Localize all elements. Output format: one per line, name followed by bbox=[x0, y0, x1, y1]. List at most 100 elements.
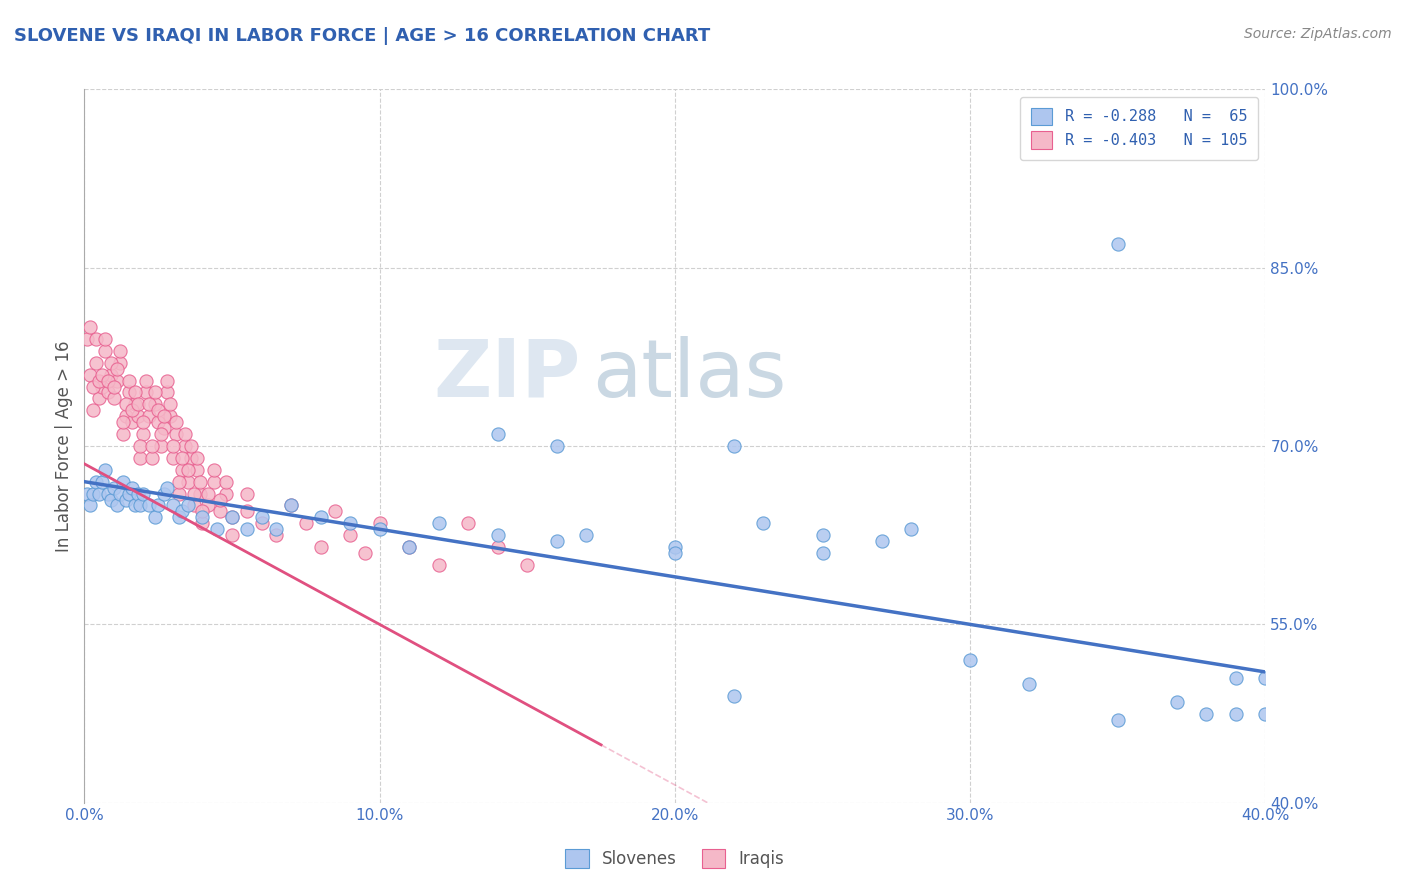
Point bbox=[87, 486, 111, 500]
Point bbox=[84, 332, 107, 346]
Point bbox=[148, 415, 170, 429]
Point bbox=[280, 499, 302, 513]
Point bbox=[114, 409, 136, 424]
Point bbox=[91, 368, 114, 382]
Point bbox=[165, 427, 187, 442]
Point bbox=[76, 486, 98, 500]
Point bbox=[205, 522, 228, 536]
Point bbox=[111, 415, 134, 429]
Point bbox=[156, 481, 179, 495]
Point bbox=[94, 332, 117, 346]
Point bbox=[191, 510, 214, 524]
Point bbox=[811, 546, 834, 560]
Point bbox=[486, 528, 509, 542]
Point bbox=[250, 516, 273, 531]
Point bbox=[723, 689, 745, 703]
Point bbox=[516, 558, 538, 572]
Point bbox=[132, 415, 155, 429]
Point bbox=[427, 558, 450, 572]
Point bbox=[143, 397, 166, 411]
Point bbox=[111, 427, 134, 442]
Point bbox=[235, 522, 259, 536]
Point bbox=[97, 385, 120, 400]
Point bbox=[323, 504, 347, 518]
Point bbox=[87, 374, 111, 388]
Point bbox=[129, 450, 152, 465]
Point bbox=[153, 409, 176, 424]
Point bbox=[127, 486, 149, 500]
Point bbox=[339, 528, 361, 542]
Point bbox=[180, 450, 202, 465]
Point bbox=[114, 397, 136, 411]
Point bbox=[129, 439, 152, 453]
Point bbox=[97, 374, 120, 388]
Point bbox=[295, 516, 318, 531]
Point bbox=[108, 343, 131, 358]
Legend: Slovenes, Iraqis: Slovenes, Iraqis bbox=[554, 838, 796, 880]
Point bbox=[173, 427, 195, 442]
Point bbox=[159, 409, 181, 424]
Point bbox=[1018, 677, 1040, 691]
Point bbox=[235, 504, 259, 518]
Point bbox=[79, 368, 101, 382]
Point bbox=[1225, 671, 1247, 685]
Point bbox=[486, 540, 509, 554]
Point bbox=[132, 427, 155, 442]
Point bbox=[127, 409, 149, 424]
Point bbox=[100, 368, 122, 382]
Point bbox=[280, 499, 302, 513]
Point bbox=[165, 415, 187, 429]
Point bbox=[153, 486, 176, 500]
Point bbox=[457, 516, 479, 531]
Point bbox=[87, 392, 111, 406]
Point bbox=[162, 450, 184, 465]
Point bbox=[121, 415, 143, 429]
Point bbox=[167, 486, 190, 500]
Point bbox=[138, 499, 160, 513]
Point bbox=[91, 379, 114, 393]
Point bbox=[173, 439, 195, 453]
Point bbox=[398, 540, 420, 554]
Text: Source: ZipAtlas.com: Source: ZipAtlas.com bbox=[1244, 27, 1392, 41]
Point bbox=[221, 510, 243, 524]
Point bbox=[124, 385, 146, 400]
Point bbox=[148, 403, 170, 417]
Point bbox=[111, 475, 134, 489]
Point bbox=[167, 475, 190, 489]
Point bbox=[215, 486, 238, 500]
Point bbox=[76, 332, 98, 346]
Point bbox=[264, 528, 288, 542]
Point bbox=[108, 356, 131, 370]
Point bbox=[368, 522, 391, 536]
Point bbox=[177, 463, 200, 477]
Point bbox=[752, 516, 775, 531]
Point bbox=[235, 486, 259, 500]
Point bbox=[959, 653, 981, 667]
Point bbox=[191, 516, 214, 531]
Point bbox=[148, 499, 170, 513]
Point bbox=[103, 392, 125, 406]
Point bbox=[811, 528, 834, 542]
Point bbox=[135, 374, 157, 388]
Point bbox=[664, 540, 686, 554]
Point bbox=[108, 486, 131, 500]
Point bbox=[339, 516, 361, 531]
Point bbox=[124, 499, 146, 513]
Point bbox=[103, 379, 125, 393]
Point bbox=[170, 463, 193, 477]
Point bbox=[153, 421, 176, 435]
Point bbox=[1107, 713, 1129, 727]
Y-axis label: In Labor Force | Age > 16: In Labor Force | Age > 16 bbox=[55, 340, 73, 552]
Point bbox=[186, 463, 208, 477]
Point bbox=[156, 385, 179, 400]
Point bbox=[177, 499, 200, 513]
Point bbox=[221, 510, 243, 524]
Point bbox=[209, 504, 232, 518]
Point bbox=[202, 475, 225, 489]
Point bbox=[118, 374, 141, 388]
Point bbox=[150, 439, 173, 453]
Point bbox=[1195, 706, 1218, 721]
Point bbox=[114, 492, 136, 507]
Point bbox=[1225, 706, 1247, 721]
Point bbox=[427, 516, 450, 531]
